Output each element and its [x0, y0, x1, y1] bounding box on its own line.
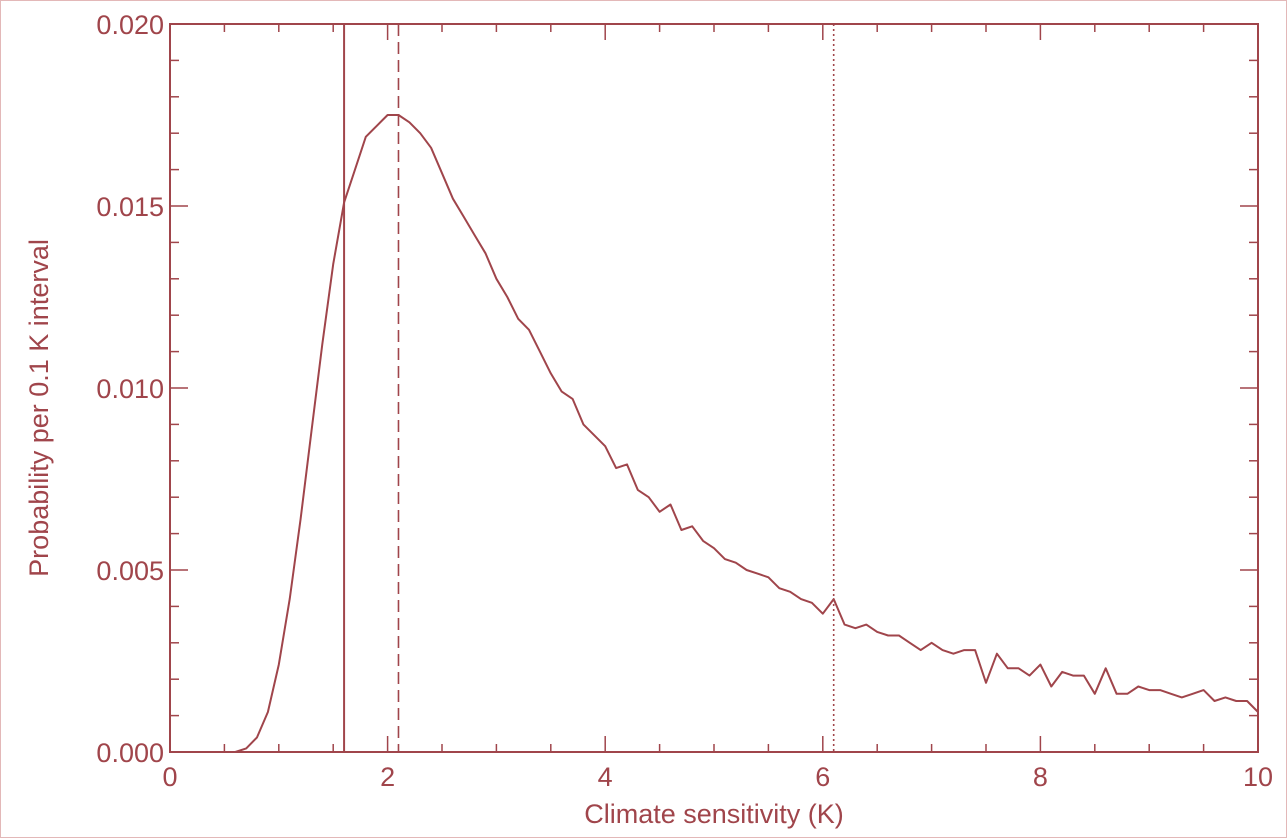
x-tick-label: 10 [1243, 762, 1273, 792]
x-tick-label: 6 [815, 762, 830, 792]
y-tick-label: 0.020 [96, 10, 164, 40]
plot-area-border [169, 23, 1259, 753]
y-tick-label: 0.010 [96, 374, 164, 404]
x-tick-label: 8 [1033, 762, 1048, 792]
probability-curve [170, 114, 1259, 753]
x-axis-title: Climate sensitivity (K) [584, 799, 844, 829]
y-tick-label: 0.015 [96, 192, 164, 222]
x-tick-label: 0 [162, 762, 177, 792]
x-tick-label: 4 [598, 762, 613, 792]
y-tick-label: 0.000 [96, 738, 164, 768]
x-tick-label: 2 [380, 762, 395, 792]
y-axis-title: Probability per 0.1 K interval [24, 239, 54, 577]
y-tick-label: 0.005 [96, 556, 164, 586]
